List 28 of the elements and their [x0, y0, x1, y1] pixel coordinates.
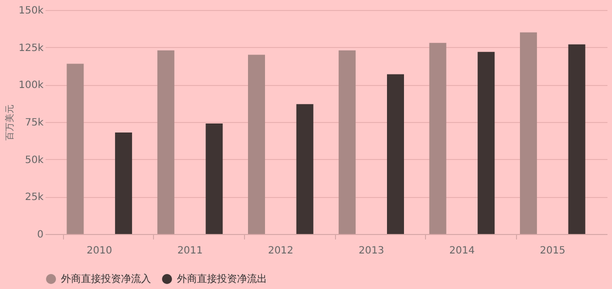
- x-tick-label: 2013: [358, 246, 384, 256]
- bar: [66, 64, 84, 234]
- bar: [157, 50, 174, 234]
- y-tick-label: 25k: [24, 192, 44, 204]
- bar: [568, 44, 586, 234]
- x-tick-label: 2015: [540, 246, 566, 256]
- y-tick-label: 125k: [18, 42, 44, 54]
- legend-label: 外商直接投资净流入: [61, 273, 151, 285]
- y-tick-label: 50k: [24, 154, 44, 166]
- x-tick-label: 2011: [177, 246, 203, 256]
- x-tick-label: 2010: [86, 246, 112, 256]
- y-tick-label: 0: [37, 230, 44, 240]
- y-axis-title: 百万美元: [4, 104, 16, 140]
- x-tick-label: 2014: [449, 246, 475, 256]
- bar: [296, 104, 314, 234]
- bar: [386, 74, 404, 234]
- bar: [248, 54, 266, 234]
- bar: [206, 123, 223, 234]
- x-tick-label: 2012: [268, 246, 294, 256]
- y-tick-label: 75k: [24, 118, 44, 128]
- bar: [520, 32, 537, 234]
- bar: [478, 52, 495, 234]
- bar: [429, 42, 446, 234]
- bar: [338, 50, 356, 234]
- bar: [115, 132, 132, 234]
- y-tick-label: 100k: [18, 80, 44, 92]
- y-tick-label: 150k: [18, 6, 44, 16]
- legend-label: 外商直接投资净流出: [177, 273, 267, 285]
